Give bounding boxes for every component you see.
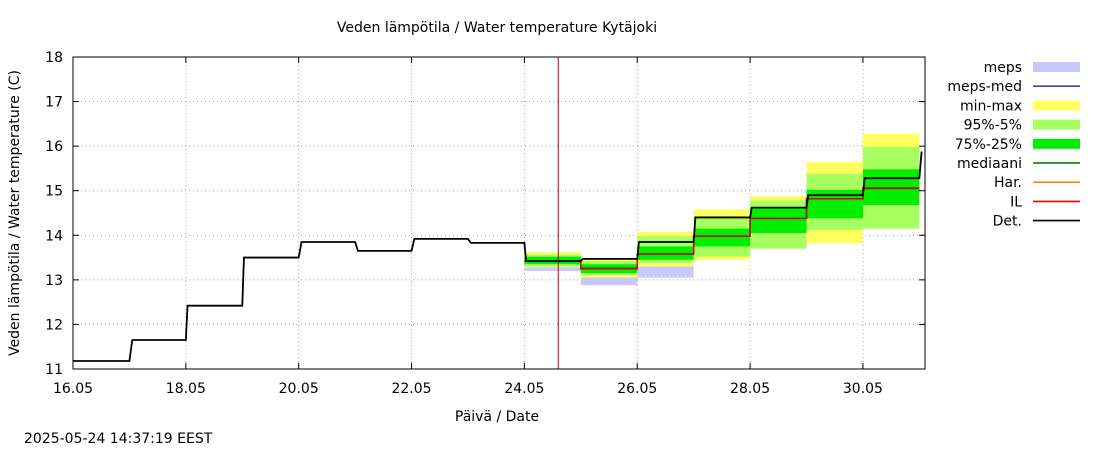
- p75-25-band: [806, 189, 863, 219]
- legend-label: IL: [1010, 194, 1022, 210]
- legend-swatch: [1033, 138, 1080, 149]
- y-tick-label: 16: [45, 139, 63, 155]
- p75-25-band: [862, 169, 920, 205]
- det-line: [73, 151, 923, 362]
- legend-swatch: [1033, 62, 1080, 72]
- p75-25-band: [693, 228, 751, 247]
- legend-label: Har.: [994, 175, 1022, 191]
- legend-label: meps-med: [947, 79, 1022, 95]
- chart-title: Veden lämpötila / Water temperature Kytä…: [337, 20, 657, 36]
- meps-band: [637, 266, 694, 278]
- plot-frame: [72, 56, 926, 370]
- x-tick-label: 16.05: [53, 381, 93, 397]
- y-tick-label: 17: [45, 95, 63, 111]
- legend-swatch: [1033, 100, 1080, 111]
- x-axis-ticks: 16.05 18.05 20.05 22.05 24.05 26.05 28.05 30.05: [53, 57, 883, 397]
- y-tick-label: 14: [45, 228, 63, 244]
- x-tick-label: 28.05: [730, 381, 770, 397]
- y-axis-ticks: 11 12 13 14 15 16 17 18: [45, 50, 925, 378]
- legend-swatch: [1033, 119, 1080, 130]
- legend: meps meps-med min-max 95%-5% 75%-25% mediaani…: [947, 60, 1080, 230]
- x-tick-label: 20.05: [279, 381, 319, 397]
- legend-label: meps: [984, 60, 1022, 76]
- p75-25-band: [750, 207, 807, 234]
- y-tick-label: 13: [45, 273, 63, 289]
- p75-25-band: [637, 246, 694, 260]
- x-tick-label: 26.05: [617, 381, 657, 397]
- x-tick-label: 30.05: [843, 381, 883, 397]
- y-tick-label: 15: [45, 184, 63, 200]
- y-tick-label: 18: [45, 50, 63, 66]
- generated-timestamp: 2025-05-24 14:37:19 EEST: [24, 431, 213, 447]
- x-tick-label: 24.05: [504, 381, 544, 397]
- legend-label: min-max: [960, 98, 1022, 114]
- il-line: [524, 187, 920, 270]
- x-axis-label: Päivä / Date: [455, 409, 539, 425]
- legend-label: mediaani: [957, 156, 1022, 172]
- x-tick-label: 18.05: [166, 381, 206, 397]
- y-tick-label: 12: [45, 317, 63, 333]
- legend-label: 95%-5%: [964, 118, 1022, 134]
- y-axis-label: Veden lämpötila / Water temperature (C): [7, 70, 23, 356]
- y-tick-label: 11: [45, 362, 63, 378]
- legend-label: 75%-25%: [955, 137, 1022, 153]
- legend-label: Det.: [993, 214, 1022, 230]
- x-tick-label: 22.05: [391, 381, 431, 397]
- series-lines: [73, 57, 923, 369]
